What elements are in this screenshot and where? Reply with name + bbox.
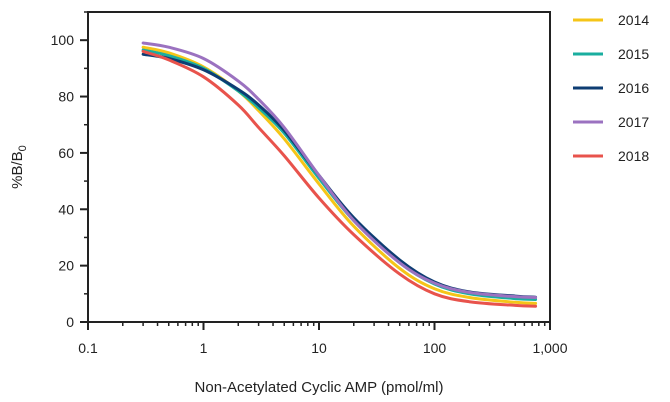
x-axis-title: Non-Acetylated Cyclic AMP (pmol/ml) (195, 379, 444, 396)
y-tick-label: 100 (51, 32, 75, 48)
y-tick-label: 0 (66, 314, 74, 330)
legend-label-2016: 2016 (618, 80, 649, 96)
series-layer (141, 41, 538, 308)
x-tick-label: 1 (200, 340, 208, 356)
x-axis: 0.1 1 10 100 1,000 (78, 322, 568, 356)
y-axis-title-main: %B/B (9, 151, 26, 189)
series-line-2018 (141, 49, 538, 308)
legend: 2014 2015 2016 2017 2018 (573, 12, 649, 164)
legend-label-2018: 2018 (618, 148, 649, 164)
legend-label-2014: 2014 (618, 12, 649, 28)
y-axis-title: %B/B0 (9, 145, 29, 189)
legend-label-2017: 2017 (618, 114, 649, 130)
x-tick-label: 0.1 (78, 340, 98, 356)
y-tick-label: 20 (58, 258, 74, 274)
y-tick-label: 60 (58, 145, 74, 161)
x-tick-label: 1,000 (532, 340, 567, 356)
y-tick-label: 40 (58, 201, 74, 217)
x-tick-label: 100 (423, 340, 447, 356)
y-axis: 0 20 40 60 80 100 (51, 11, 88, 330)
y-axis-title-subscript: 0 (17, 145, 29, 151)
series-line-2014 (141, 45, 538, 305)
series-line-2017 (141, 41, 538, 299)
y-tick-label: 80 (58, 89, 74, 105)
series-line-2015 (141, 48, 538, 301)
x-tick-label: 10 (311, 340, 327, 356)
series-line-2016 (141, 52, 538, 299)
plot-area-frame (87, 11, 551, 323)
legend-label-2015: 2015 (618, 46, 649, 62)
